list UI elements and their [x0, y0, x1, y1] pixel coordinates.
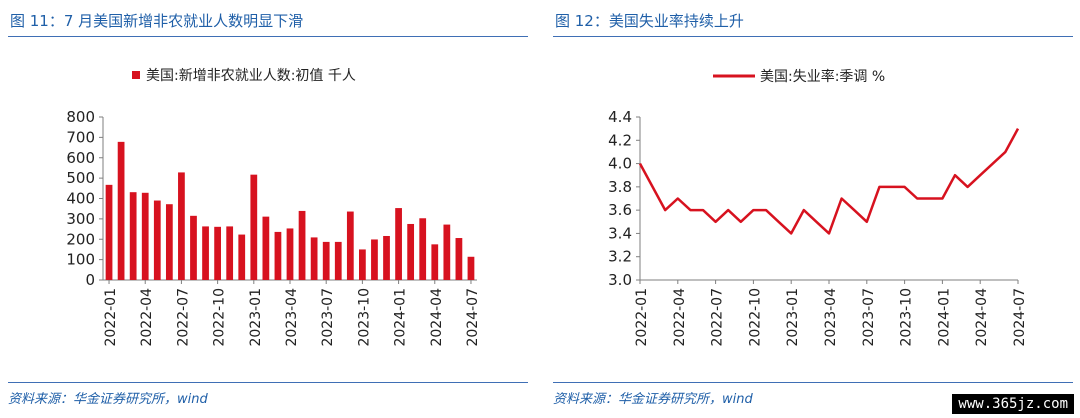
bar — [346, 211, 354, 280]
bar — [371, 239, 378, 280]
x-tick-label: 2024-07 — [465, 288, 481, 347]
x-tick-label: 2022-04 — [672, 288, 688, 347]
bar — [443, 224, 451, 280]
x-tick-label: 2024-01 — [936, 288, 952, 347]
bar — [129, 192, 137, 280]
y-tick-label: 4.2 — [608, 131, 632, 149]
bar — [286, 228, 294, 280]
x-tick-label: 2023-01 — [785, 288, 801, 347]
bar — [334, 241, 342, 280]
bar — [178, 172, 185, 280]
y-tick-label: 100 — [66, 251, 95, 269]
bar — [238, 234, 246, 280]
bar — [310, 237, 318, 280]
figure-title: 图 11：7 月美国新增非农就业人数明显下滑 — [10, 12, 304, 30]
y-tick-label: 4.0 — [608, 155, 632, 173]
y-tick-label: 3.8 — [608, 178, 632, 196]
bar — [407, 223, 415, 280]
x-tick-label: 2022-07 — [175, 288, 191, 347]
x-tick-label: 2024-01 — [393, 288, 409, 347]
y-tick-label: 700 — [66, 128, 95, 146]
x-tick-label: 2023-01 — [248, 288, 264, 347]
x-tick-label: 2023-04 — [823, 288, 839, 347]
bar — [141, 192, 149, 280]
unemployment-series-line — [638, 128, 1020, 235]
bar — [383, 235, 390, 280]
figure-12-panel: 图 12：美国失业率持续上升 美国:失业率:季调 % 3.0 3.2 3.4 3.6 3.… — [553, 0, 1080, 418]
x-tick-label: 2024-04 — [974, 288, 990, 347]
bar — [262, 216, 270, 280]
x-tick-label: 2023-07 — [861, 288, 877, 347]
title-rule — [553, 36, 1073, 37]
y-tick-label: 400 — [66, 190, 95, 208]
y-tick-label: 3.4 — [608, 224, 632, 242]
x-tick-label: 2022-07 — [710, 288, 726, 347]
y-tick-label: 4.4 — [608, 108, 632, 126]
y-tick-label: 600 — [66, 149, 95, 167]
bar — [165, 204, 173, 280]
bar — [226, 226, 234, 280]
bar — [322, 241, 330, 280]
bar — [274, 231, 282, 280]
bar — [117, 141, 125, 280]
bar — [202, 226, 209, 280]
legend-label: 美国:失业率:季调 % — [760, 68, 885, 85]
figure-title: 图 12：美国失业率持续上升 — [555, 12, 744, 30]
title-rule — [8, 36, 528, 37]
bar — [105, 184, 113, 280]
bar — [431, 244, 439, 280]
y-tick-label: 500 — [66, 169, 95, 187]
x-tick-label: 2022-01 — [634, 288, 650, 347]
x-tick-label: 2022-10 — [212, 288, 228, 347]
y-tick-label: 300 — [66, 210, 95, 228]
bar — [359, 249, 366, 280]
payrolls-bar-chart: 美国:新增非农就业人数:初值 千人 0 100 200 300 400 500 600 700 8… — [66, 67, 481, 347]
x-tick-label: 2023-04 — [284, 288, 300, 347]
y-tick-label: 0 — [85, 271, 95, 289]
y-tick-label: 3.2 — [608, 248, 632, 266]
x-tick-label: 2023-10 — [899, 288, 915, 347]
legend-label: 美国:新增非农就业人数:初值 千人 — [146, 67, 356, 84]
y-tick-label: 800 — [66, 108, 95, 126]
y-tick-label: 3.0 — [608, 271, 632, 289]
bar — [190, 215, 197, 280]
bar — [419, 218, 427, 280]
bar — [467, 256, 475, 280]
watermark: www.365jz.com — [952, 394, 1074, 414]
source-note: 资料来源：华金证券研究所，wind — [8, 392, 208, 407]
bar — [298, 210, 306, 280]
source-rule — [8, 382, 528, 383]
x-tick-label: 2022-04 — [139, 288, 155, 347]
bar — [395, 208, 402, 280]
x-tick-label: 2022-01 — [103, 288, 119, 347]
bar — [214, 226, 221, 280]
x-tick-label: 2023-07 — [320, 288, 336, 347]
bar — [153, 200, 161, 280]
x-tick-label: 2024-04 — [429, 288, 445, 347]
x-tick-label: 2023-10 — [356, 288, 372, 347]
x-tick-label: 2024-07 — [1012, 288, 1028, 347]
y-tick-label: 200 — [66, 230, 95, 248]
bar — [250, 174, 258, 280]
source-note: 资料来源：华金证券研究所，wind — [553, 392, 753, 407]
unemployment-line-chart: 美国:失业率:季调 % 3.0 3.2 3.4 3.6 3.8 4.0 4.2 4.4 2022-… — [608, 68, 1028, 347]
y-tick-label: 3.6 — [608, 201, 632, 219]
source-rule — [553, 382, 1073, 383]
x-tick-label: 2022-10 — [747, 288, 763, 347]
legend-swatch — [132, 71, 140, 79]
bar — [455, 238, 463, 280]
figure-11-panel: 图 11：7 月美国新增非农就业人数明显下滑 美国:新增非农就业人数:初值 千人… — [0, 0, 528, 418]
